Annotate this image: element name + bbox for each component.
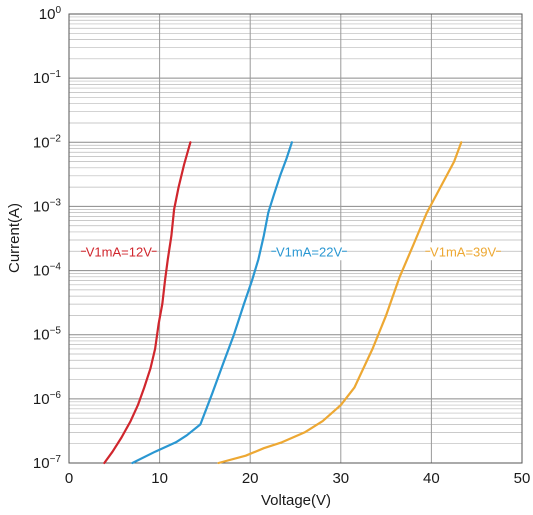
x-axis-title: Voltage(V) — [261, 492, 331, 509]
x-tick-label: 40 — [423, 470, 440, 487]
x-tick-label: 10 — [151, 470, 168, 487]
plot-frame — [68, 13, 523, 464]
x-tick-label: 20 — [242, 470, 259, 487]
series-line-2 — [131, 141, 293, 465]
series-line-3 — [217, 141, 463, 465]
series-label-layer: V1mA=12V V1mA=22V V1mA=39V — [81, 242, 501, 261]
y-tick-label: 10−2 — [33, 133, 62, 151]
x-tick-label: 0 — [65, 470, 73, 487]
grid — [68, 14, 523, 464]
series-label-background — [430, 242, 496, 261]
y-axis-title: Current(A) — [6, 203, 23, 273]
y-tick-label: 10−5 — [33, 326, 62, 344]
y-tick-label: 10−6 — [33, 390, 62, 408]
y-tick-label: 100 — [39, 5, 62, 23]
x-axis-ticks: 0 10 20 30 40 50 — [65, 470, 531, 487]
x-tick-label: 50 — [514, 470, 531, 487]
series-line-1 — [103, 141, 192, 465]
series-label-background — [276, 242, 342, 261]
series-layer — [103, 141, 463, 465]
series-label: V1mA=12V — [86, 244, 152, 259]
x-tick-label: 30 — [332, 470, 349, 487]
y-tick-label: 10−7 — [33, 454, 62, 472]
series-label: V1mA=39V — [430, 244, 496, 259]
series-label: V1mA=22V — [276, 244, 342, 259]
y-axis-ticks: 10−7 10−6 10−5 10−4 10−3 10−2 10−1 100 — [33, 5, 62, 472]
series-label-background — [86, 242, 152, 261]
y-tick-label: 10−1 — [33, 69, 62, 87]
y-tick-label: 10−4 — [33, 262, 62, 280]
y-tick-label: 10−3 — [33, 197, 62, 215]
